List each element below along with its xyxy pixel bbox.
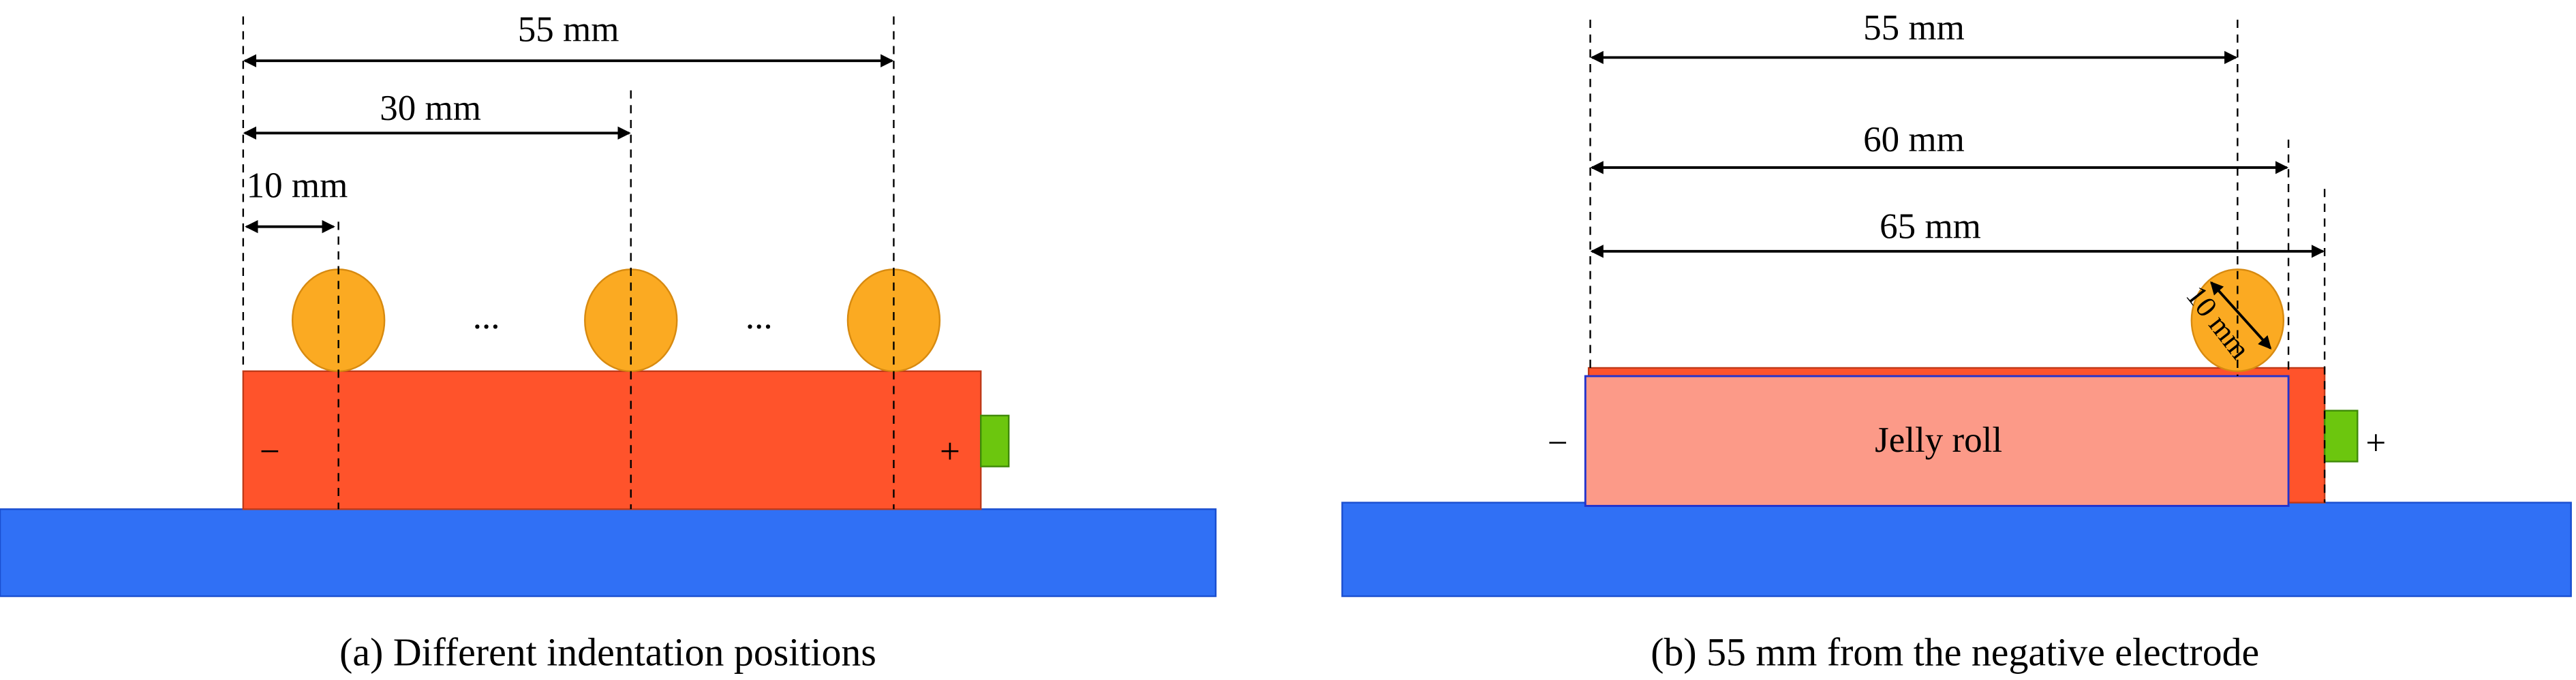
ellipsis-2: ... [746,297,773,337]
dimension-indenter-diameter [2210,281,2272,350]
panel-a: 55 mm 30 mm 10 mm ... ... − + (a) Differ… [0,10,1217,674]
label-65mm: 65 mm [1880,207,1981,247]
jelly-roll-label: Jelly roll [1875,420,2002,460]
label-10mm: 10 mm [247,166,348,205]
panel-b: 55 mm 60 mm 65 mm 10 mm Jelly roll − + (… [1341,8,2572,674]
jelly-roll [1584,375,2290,507]
positive-sign: + [2365,424,2386,463]
caption-a: (a) Different indentation positions [339,630,876,674]
battery-cell [242,370,982,510]
label-60mm: 60 mm [1863,120,1965,159]
platform [0,508,1217,598]
positive-tab [2323,409,2359,463]
negative-sign: − [260,432,280,472]
positive-tab [980,414,1010,467]
platform [1341,501,2572,598]
label-55mm: 55 mm [518,10,619,49]
label-55mm: 55 mm [1863,8,1965,48]
caption-b: (b) 55 mm from the negative electrode [1651,630,2259,674]
label-30mm: 30 mm [380,89,481,128]
positive-sign: + [940,432,960,472]
negative-sign: − [1548,424,1568,463]
ellipsis-1: ... [473,297,500,337]
